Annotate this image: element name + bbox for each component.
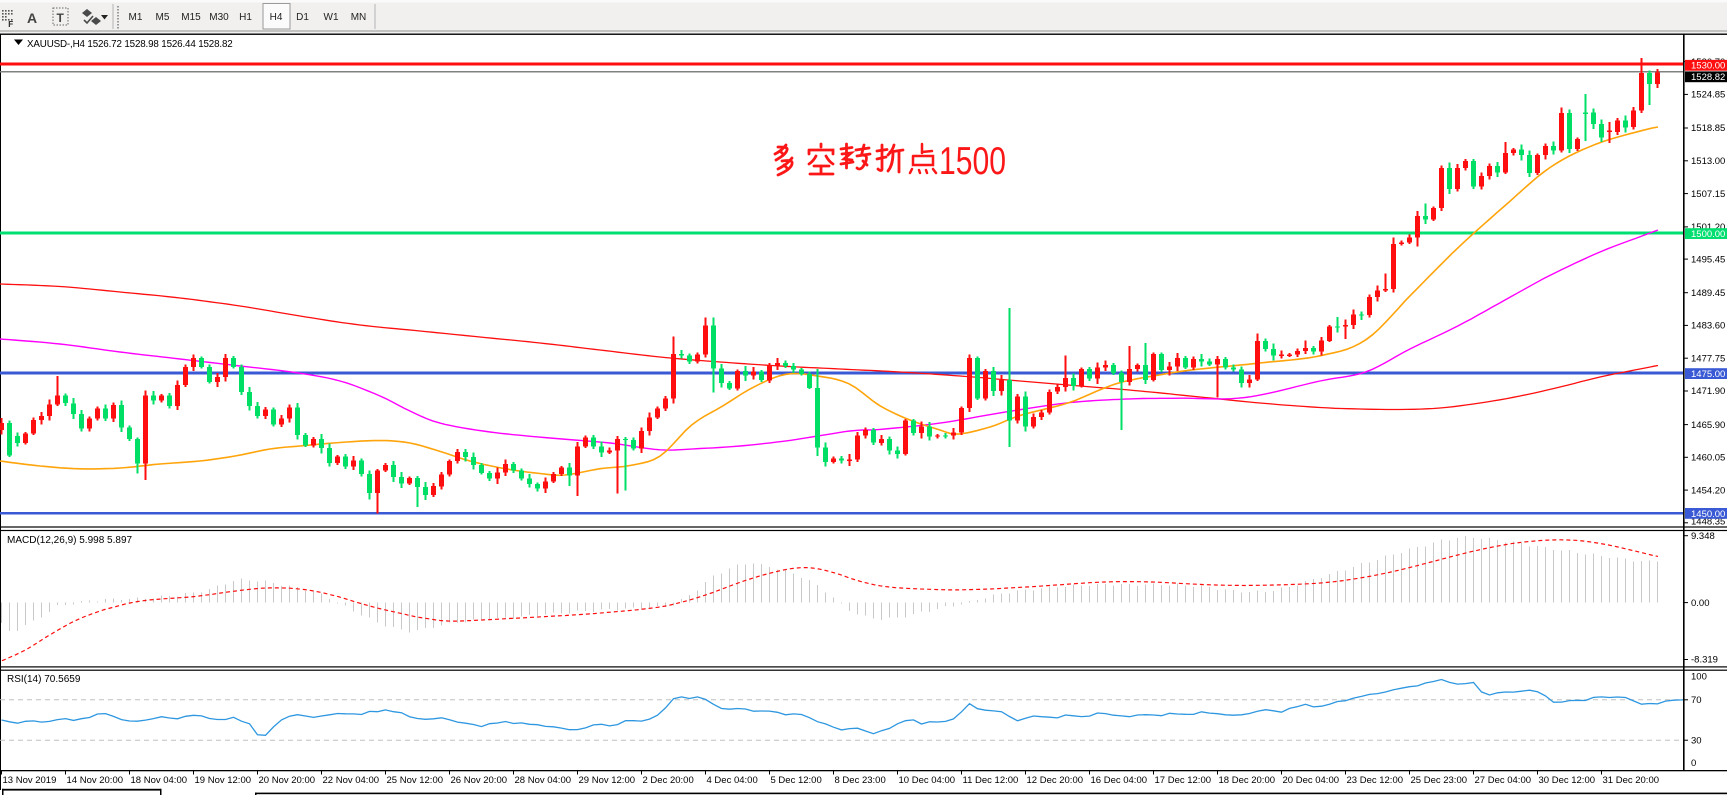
svg-text:70: 70 bbox=[1691, 695, 1702, 706]
svg-text:MACD(12,26,9) 5.998 5.897: MACD(12,26,9) 5.998 5.897 bbox=[7, 535, 133, 546]
svg-text:25 Dec 23:00: 25 Dec 23:00 bbox=[1411, 775, 1468, 786]
svg-text:1477.75: 1477.75 bbox=[1691, 353, 1725, 364]
svg-text:30 Dec 12:00: 30 Dec 12:00 bbox=[1539, 775, 1596, 786]
svg-text:RSI(14) 70.5659: RSI(14) 70.5659 bbox=[7, 674, 81, 685]
svg-text:23 Dec 12:00: 23 Dec 12:00 bbox=[1347, 775, 1404, 786]
svg-text:17 Dec 12:00: 17 Dec 12:00 bbox=[1155, 775, 1212, 786]
svg-text:1500.00: 1500.00 bbox=[1691, 229, 1725, 240]
svg-text:8 Dec 23:00: 8 Dec 23:00 bbox=[835, 775, 886, 786]
svg-text:F: F bbox=[8, 20, 13, 30]
svg-text:28 Nov 04:00: 28 Nov 04:00 bbox=[515, 775, 572, 786]
svg-text:1495.45: 1495.45 bbox=[1691, 254, 1725, 265]
svg-text:H4: H4 bbox=[270, 12, 283, 23]
svg-text:20 Dec 04:00: 20 Dec 04:00 bbox=[1283, 775, 1340, 786]
svg-text:1448.35: 1448.35 bbox=[1691, 517, 1725, 528]
svg-text:XAUUSD-,H4 1526.72 1528.98 15: XAUUSD-,H4 1526.72 1528.98 1526.44 1528.… bbox=[27, 39, 233, 50]
svg-text:1454.20: 1454.20 bbox=[1691, 485, 1725, 496]
svg-text:M1: M1 bbox=[129, 12, 143, 23]
svg-text:1518.85: 1518.85 bbox=[1691, 123, 1725, 134]
svg-text:5 Dec 12:00: 5 Dec 12:00 bbox=[771, 775, 822, 786]
svg-text:22 Nov 04:00: 22 Nov 04:00 bbox=[323, 775, 380, 786]
svg-text:14 Nov 20:00: 14 Nov 20:00 bbox=[67, 775, 124, 786]
svg-text:1500: 1500 bbox=[939, 140, 1006, 183]
svg-text:H1: H1 bbox=[239, 12, 252, 23]
svg-text:31 Dec 20:00: 31 Dec 20:00 bbox=[1603, 775, 1660, 786]
svg-text:11 Dec 12:00: 11 Dec 12:00 bbox=[963, 775, 1019, 786]
svg-text:100: 100 bbox=[1691, 672, 1707, 683]
svg-text:20 Nov 20:00: 20 Nov 20:00 bbox=[259, 775, 316, 786]
svg-text:1528.82: 1528.82 bbox=[1691, 72, 1725, 83]
svg-text:12 Dec 20:00: 12 Dec 20:00 bbox=[1027, 775, 1084, 786]
svg-text:9.348: 9.348 bbox=[1691, 531, 1715, 542]
svg-text:16 Dec 04:00: 16 Dec 04:00 bbox=[1091, 775, 1148, 786]
svg-text:A: A bbox=[27, 10, 37, 26]
svg-text:MN: MN bbox=[351, 12, 367, 23]
svg-text:T: T bbox=[57, 11, 65, 25]
svg-text:1507.15: 1507.15 bbox=[1691, 189, 1725, 200]
svg-text:1501.20: 1501.20 bbox=[1691, 222, 1725, 233]
svg-text:26 Nov 20:00: 26 Nov 20:00 bbox=[451, 775, 508, 786]
svg-text:18 Nov 04:00: 18 Nov 04:00 bbox=[131, 775, 188, 786]
svg-text:1489.45: 1489.45 bbox=[1691, 288, 1725, 299]
svg-text:0.00: 0.00 bbox=[1691, 598, 1710, 609]
svg-text:13 Nov 2019: 13 Nov 2019 bbox=[3, 775, 57, 786]
svg-text:30: 30 bbox=[1691, 735, 1702, 746]
svg-text:M15: M15 bbox=[181, 12, 201, 23]
svg-text:M5: M5 bbox=[156, 12, 170, 23]
svg-text:27 Dec 04:00: 27 Dec 04:00 bbox=[1475, 775, 1532, 786]
svg-text:1460.05: 1460.05 bbox=[1691, 453, 1725, 464]
svg-text:25 Nov 12:00: 25 Nov 12:00 bbox=[387, 775, 444, 786]
svg-text:29 Nov 12:00: 29 Nov 12:00 bbox=[579, 775, 636, 786]
svg-text:1524.85: 1524.85 bbox=[1691, 90, 1725, 101]
svg-text:19 Nov 12:00: 19 Nov 12:00 bbox=[195, 775, 252, 786]
svg-text:-8.319: -8.319 bbox=[1691, 655, 1718, 666]
svg-text:1530.00: 1530.00 bbox=[1691, 61, 1725, 72]
svg-text:W1: W1 bbox=[324, 12, 339, 23]
svg-text:1483.60: 1483.60 bbox=[1691, 321, 1725, 332]
svg-text:1465.90: 1465.90 bbox=[1691, 420, 1725, 431]
svg-text:D1: D1 bbox=[296, 12, 309, 23]
svg-text:1475.00: 1475.00 bbox=[1691, 369, 1725, 380]
svg-text:M30: M30 bbox=[209, 12, 229, 23]
svg-text:2 Dec 20:00: 2 Dec 20:00 bbox=[643, 775, 694, 786]
svg-text:10 Dec 04:00: 10 Dec 04:00 bbox=[899, 775, 956, 786]
svg-text:4 Dec 04:00: 4 Dec 04:00 bbox=[707, 775, 758, 786]
svg-text:18 Dec 20:00: 18 Dec 20:00 bbox=[1219, 775, 1276, 786]
svg-text:1471.90: 1471.90 bbox=[1691, 386, 1725, 397]
svg-text:1513.00: 1513.00 bbox=[1691, 156, 1725, 167]
svg-text:1450.00: 1450.00 bbox=[1691, 509, 1725, 520]
svg-text:0: 0 bbox=[1691, 758, 1696, 769]
